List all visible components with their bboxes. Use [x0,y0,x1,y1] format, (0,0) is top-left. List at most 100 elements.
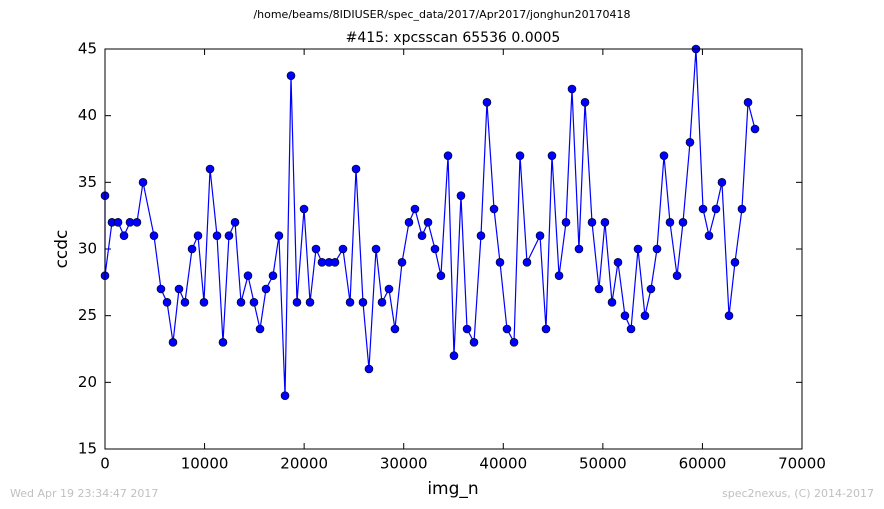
point [345,298,355,307]
point [212,231,222,240]
point [305,298,315,307]
point [174,284,184,294]
point [678,218,688,227]
point [509,338,519,347]
point [737,204,747,214]
point [280,391,290,400]
point [541,324,551,334]
y-tick-label: 40 [78,106,97,124]
point [338,244,348,254]
point [502,324,512,334]
point [633,244,643,254]
point [561,218,571,227]
point [574,244,584,254]
point [672,271,682,280]
point [119,231,129,240]
point [711,204,721,214]
point [351,164,361,174]
point [704,231,714,240]
point [156,284,166,294]
point [515,151,525,160]
point [249,298,259,307]
point [489,204,499,214]
point [547,151,557,160]
x-tick-label: 0 [100,455,110,473]
point [299,204,309,214]
point [311,244,321,254]
point [292,298,302,307]
point [620,311,630,320]
point [218,338,228,347]
point [743,98,753,107]
point [607,298,617,307]
point [417,231,427,240]
point [423,218,433,227]
y-tick-label: 15 [78,440,97,458]
y-tick-label: 25 [78,306,97,324]
point [665,218,675,227]
point [404,218,414,227]
point [364,364,374,374]
x-tick-label: 60000 [679,455,727,473]
point [138,178,148,187]
footer-left: Wed Apr 19 23:34:47 2017 [10,487,158,500]
point [698,204,708,214]
x-tick-label: 20000 [280,455,328,473]
suptitle: /home/beams/8IDIUSER/spec_data/2017/Apr2… [253,8,630,21]
point [132,218,142,227]
point [594,284,604,294]
point [113,218,123,227]
point [193,231,203,240]
x-tick-label: 50000 [579,455,627,473]
x-tick-label: 30000 [380,455,428,473]
point [613,258,623,267]
y-tick-label: 30 [78,240,97,258]
point [187,244,197,254]
point [286,71,296,80]
y-axis-label: ccdc [52,230,72,269]
point [436,271,446,280]
point [358,298,368,307]
y-tick-label: 20 [78,373,97,391]
point [750,124,760,134]
point [600,218,610,227]
point [180,298,190,307]
point [587,218,597,227]
y-tick-label: 35 [78,173,97,191]
point [640,311,650,320]
footer-right: spec2nexus, (C) 2014-2017 [722,487,874,500]
point [580,98,590,107]
point [495,258,505,267]
point [330,258,340,267]
point [274,231,284,240]
point [168,338,178,347]
point [410,204,420,214]
point [554,271,564,280]
x-tick-label: 70000 [778,455,826,473]
point [535,231,545,240]
point [462,324,472,334]
point [717,178,727,187]
point [652,244,662,254]
point [659,151,669,160]
point [724,311,734,320]
point [449,351,459,360]
point [255,324,265,334]
point [685,138,695,147]
point [268,271,278,280]
point [522,258,532,267]
point [236,298,246,307]
point [390,324,400,334]
point [397,258,407,267]
point [567,84,577,94]
x-tick-label: 10000 [181,455,229,473]
point [443,151,453,160]
point [626,324,636,334]
point [469,338,479,347]
point [261,284,271,294]
x-axis-label: img_n [427,479,478,499]
point [230,218,240,227]
point [646,284,656,294]
